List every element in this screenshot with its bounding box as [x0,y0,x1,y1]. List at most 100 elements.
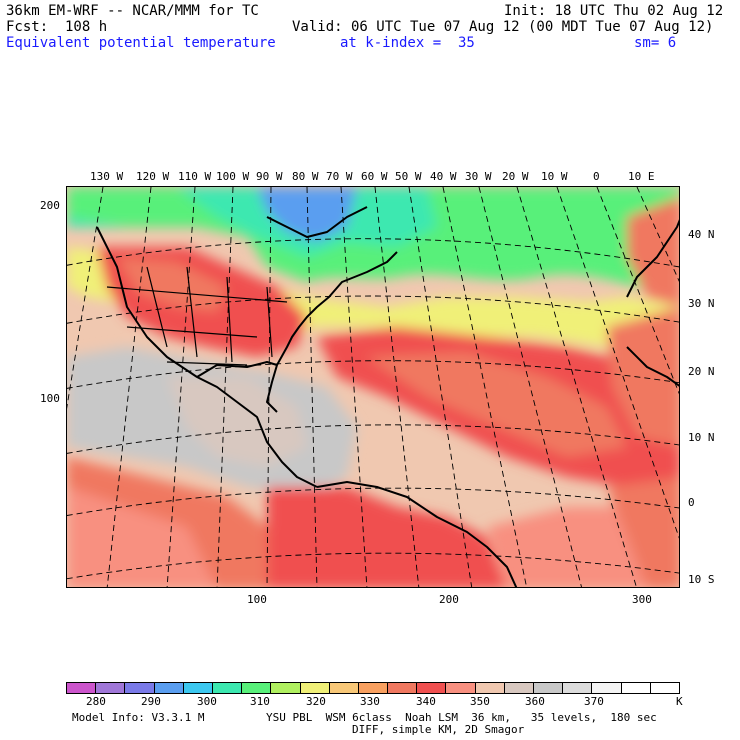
grid-line [442,187,528,587]
colorbar-swatch [154,683,184,693]
lon-label: 90 W [256,170,283,183]
border-line [106,286,288,303]
grid-line [216,187,234,587]
colorbar-swatch [242,683,272,693]
coastline-south-america [316,481,518,587]
grid-x-label: 300 [632,593,652,606]
grid-line [596,187,679,395]
coastline-europe [626,219,679,298]
colorbar [66,682,680,694]
border-line [146,266,168,348]
lon-label: 0 [593,170,600,183]
grid-line [636,187,679,282]
colorbar-swatch [271,683,301,693]
grid-line [266,187,272,587]
grid-line [408,187,473,587]
grid-line [67,360,679,389]
field-name: Equivalent potential temperature [6,35,276,51]
colorbar-label: 340 [416,695,436,708]
coastline-east-us [276,251,398,366]
lat-lon-grid [67,187,679,587]
colorbar-swatch [300,683,330,693]
map-canvas [67,187,679,587]
grid-line [67,424,679,454]
border-line [126,326,258,338]
colorbar-label: 290 [141,695,161,708]
diffusion-info: DIFF, simple KM, 2D Smagor [352,723,525,736]
colorbar-swatch [650,683,679,693]
colorbar-label: 350 [470,695,490,708]
grid-line [374,187,420,587]
border-line [226,276,233,363]
political-borders [106,266,288,366]
lon-label: 100 W [216,170,250,183]
warm-region-africa [607,307,679,447]
pacific-band [67,487,217,587]
grid-line [67,238,679,268]
colorbar-swatch [212,683,243,693]
coastline-pacific [96,226,318,488]
border-line [166,361,248,366]
model-info: Model Info: V3.3.1 M [72,711,205,724]
colorbar-swatch [417,683,447,693]
lon-label: 10 E [628,170,655,183]
warm-region-south-atlantic [607,477,679,587]
coastlines [96,206,679,587]
lon-label: 40 W [430,170,457,183]
colorbar-label: 330 [360,695,380,708]
grid-line [166,187,196,587]
lon-label: 110 W [178,170,212,183]
colorbar-swatch [183,683,213,693]
grid-y-label: 200 [40,199,60,212]
lon-label: 130 W [90,170,124,183]
grid-y-label: 100 [40,392,60,405]
grid-line [106,187,152,587]
grid-line [67,552,679,580]
colorbar-swatch [592,683,622,693]
colorbar-swatch [96,683,126,693]
colorbar-label: 370 [584,695,604,708]
colorbar-label: 300 [197,695,217,708]
colorbar-swatch [329,683,359,693]
grid-line [306,187,318,587]
lon-label: 10 W [541,170,568,183]
colorbar-swatch [67,683,97,693]
colorbar-unit: K [676,695,683,708]
lon-label: 80 W [292,170,319,183]
level-info: at k-index = 35 [340,35,475,51]
warm-region-south-america [267,487,507,587]
grid-line [67,487,679,516]
colorbar-swatch [446,683,476,693]
warm-region-europe [627,197,679,307]
colorbar-label: 310 [250,695,270,708]
coastline-hudson [266,206,368,238]
colorbar-swatch [388,683,418,693]
colorbar-swatch [534,683,564,693]
colorbar-label: 280 [86,695,106,708]
lat-label: 0 [688,496,695,509]
moist-region-gulf [167,377,307,467]
lon-label: 120 W [136,170,170,183]
lon-label: 70 W [326,170,353,183]
grid-line [478,187,582,587]
model-title: 36km EM-WRF -- NCAR/MMM for TC [6,3,259,19]
lon-label: 60 W [361,170,388,183]
grid-line [556,187,679,539]
map-panel [66,186,680,588]
valid-time: Valid: 06 UTC Tue 07 Aug 12 (00 MDT Tue … [292,19,714,35]
lat-label: 10 S [688,573,715,586]
smoothing-info: sm= 6 [634,35,677,51]
grid-line [340,187,368,587]
lon-label: 50 W [395,170,422,183]
colorbar-swatch [125,683,155,693]
init-time: Init: 18 UTC Thu 02 Aug 12 [504,3,724,19]
lat-label: 30 N [688,297,715,310]
border-line [266,286,273,358]
warm-region-us [117,257,227,312]
lon-label: 20 W [502,170,529,183]
coastline-gulf [196,361,278,413]
colorbar-swatch [475,683,505,693]
temperature-field [67,187,679,587]
grid-x-label: 100 [247,593,267,606]
grid-x-label: 200 [439,593,459,606]
